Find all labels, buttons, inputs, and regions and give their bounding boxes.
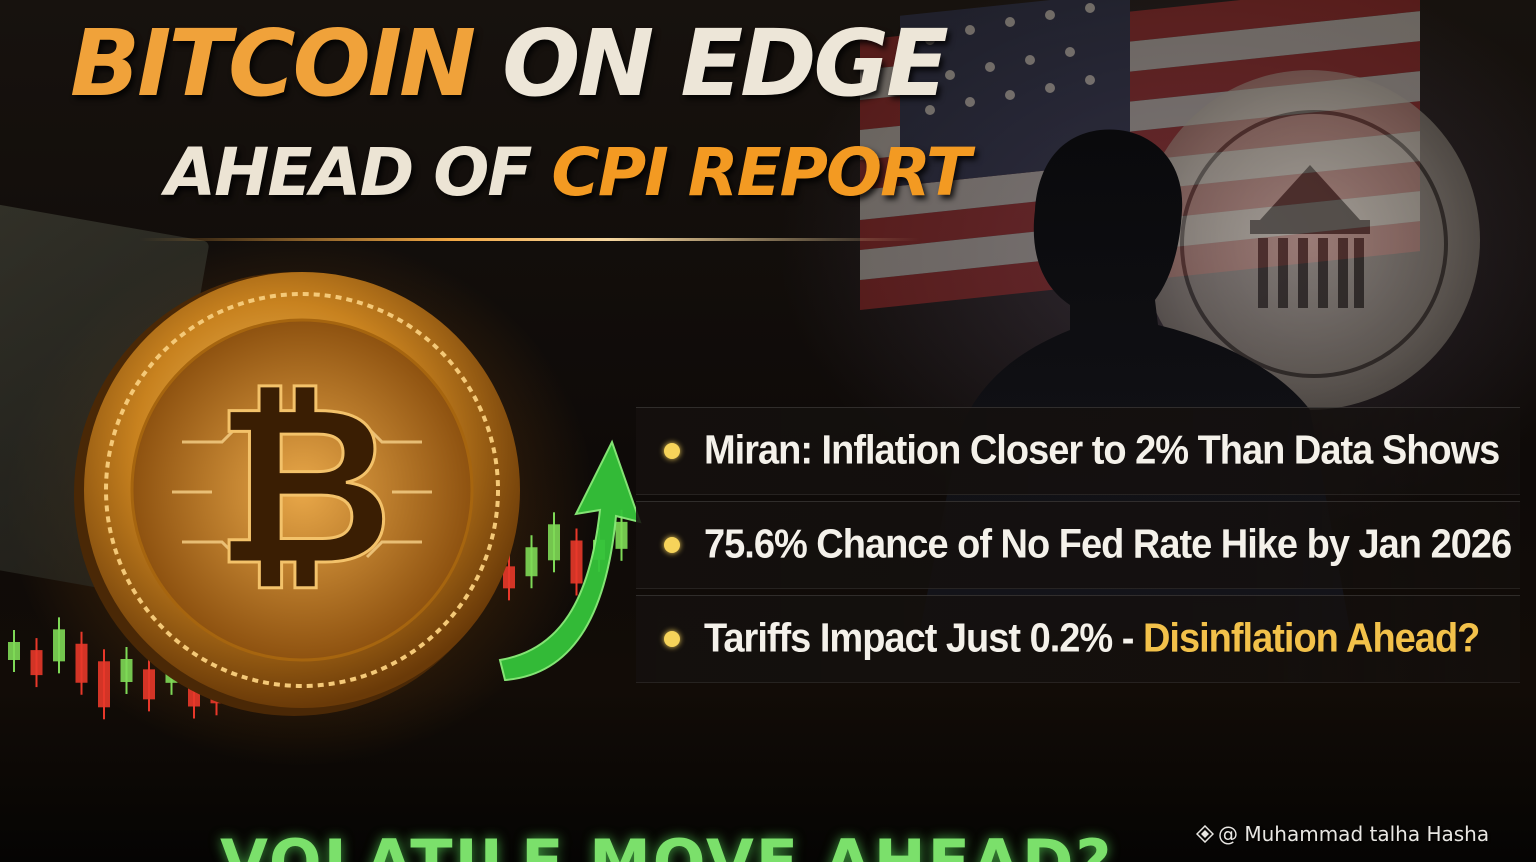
bullet-dot [664,443,680,459]
point-2-text: 75.6% Chance of No Fed Rate Hike by Jan … [704,522,1512,568]
disinflation-highlight: Disinflation Ahead? [1142,616,1480,662]
subtitle-ahead-of: AHEAD OF [165,134,532,211]
headline-divider [140,238,920,241]
subtitle-cpi-report: CPI REPORT [551,134,971,211]
candle-body [143,669,155,700]
candle-body [503,566,515,589]
point-3-text: Tariffs Impact Just 0.2% - Disinflation … [704,616,1480,662]
author-credit: @ Muhammad talha Hasha [1196,822,1489,846]
bitcoin-coin-icon: ₿ [74,272,520,716]
bitcoin-symbol: ₿ [214,358,393,614]
candle-body [98,661,110,708]
candle-body [548,524,560,561]
candle-body [525,547,538,577]
title-bitcoin: BITCOIN [70,10,476,117]
footer-banner: VOLATILE MOVE AHEAD? [220,832,1113,862]
info-panel-3: Tariffs Impact Just 0.2% - Disinflation … [636,595,1520,683]
candle-body [53,629,65,662]
candle-body [120,659,133,682]
candle-body [30,650,43,676]
info-panel-1: Miran: Inflation Closer to 2% Than Data … [636,407,1520,495]
candle-body [570,540,583,584]
title-on-edge: ON EDGE [502,10,949,117]
headline-title: BITCOIN ON EDGE [70,18,949,110]
headline-subtitle: AHEAD OF CPI REPORT [165,140,971,206]
candle-body [75,643,88,683]
candle-body [615,521,628,549]
binance-square-icon [1196,825,1214,843]
candle-body [8,642,20,660]
info-panel-2: 75.6% Chance of No Fed Rate Hike by Jan … [636,501,1520,589]
point-1-text: Miran: Inflation Closer to 2% Than Data … [704,428,1500,474]
bullet-dot [664,631,680,647]
bullet-dot [664,537,680,553]
